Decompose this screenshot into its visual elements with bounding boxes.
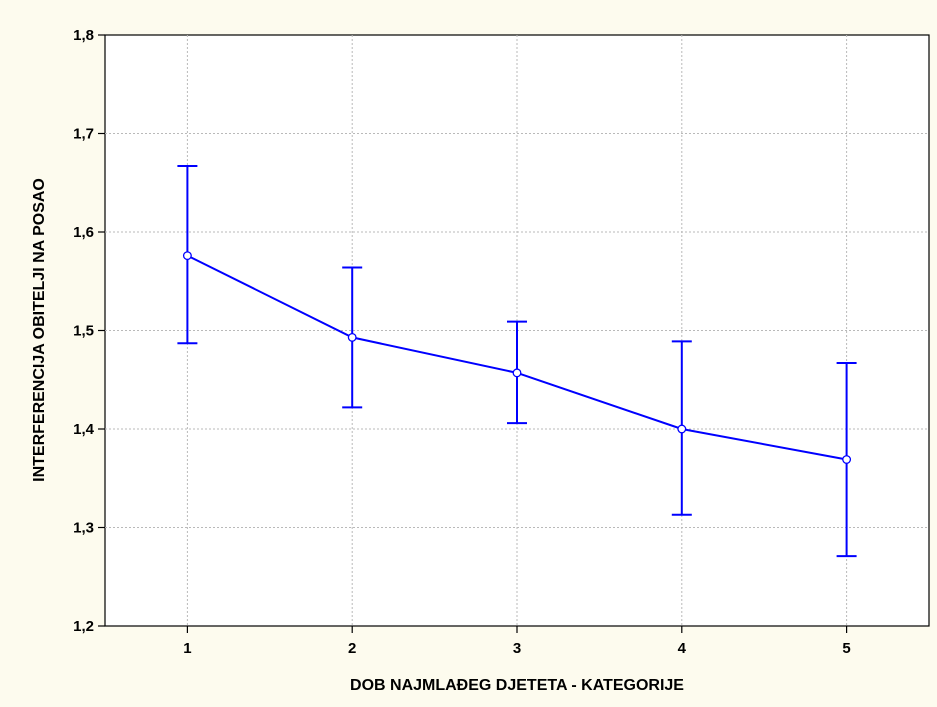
data-point (677, 424, 687, 434)
x-tick-label: 1 (183, 640, 191, 657)
y-tick-label: 1,8 (73, 27, 94, 44)
x-tick-label: 4 (678, 640, 687, 657)
series-layer (177, 165, 857, 558)
y-tick-label: 1,5 (73, 323, 94, 340)
data-point (512, 368, 522, 378)
y-tick-label: 1,3 (73, 520, 94, 537)
y-axis-title: INTERFERENCIJA OBITELJI NA POSAO (31, 178, 48, 482)
x-tick-label: 2 (348, 640, 356, 657)
data-point (182, 251, 192, 261)
y-tick-label: 1,6 (73, 224, 94, 241)
y-tick-label: 1,4 (73, 421, 95, 438)
y-axis-ticks: 1,2 1,3 1,4 1,5 1,6 1,7 1,8 (73, 27, 105, 635)
x-axis-title: DOB NAJMLAĐEG DJETETA - KATEGORIJE (350, 677, 684, 694)
x-tick-label: 5 (842, 640, 850, 657)
data-point (347, 332, 357, 342)
x-tick-label: 3 (513, 640, 521, 657)
x-axis-ticks: 1 2 3 4 5 (183, 626, 851, 657)
y-tick-label: 1,2 (73, 618, 94, 635)
data-point (842, 455, 852, 464)
y-tick-label: 1,7 (73, 126, 94, 143)
